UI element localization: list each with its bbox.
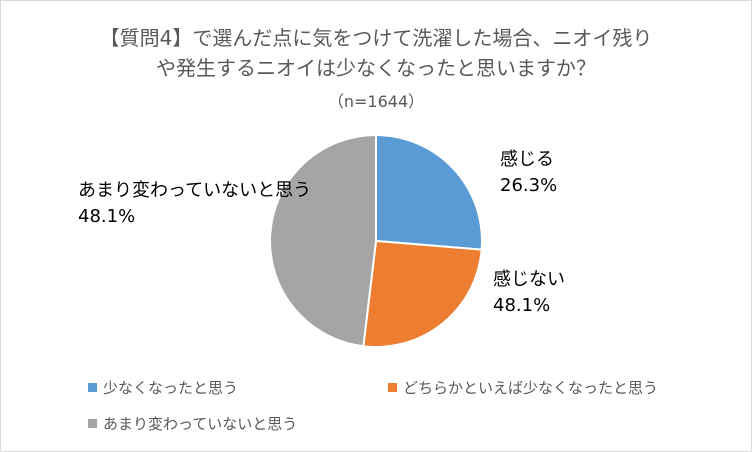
legend-label-2: どちらかといえば少なくなったと思う [403,379,659,397]
legend-item-1: 少なくなったと思う [88,377,238,398]
chart-title-line-2: や発生するニオイは少なくなったと思いますか？ [156,56,596,80]
slice-label-2-value: 48.1% [493,295,551,316]
slice-label-2-name: 感じない [493,269,565,290]
slice-label-3-value: 48.1% [78,206,136,227]
legend-item-3: あまり変わっていないと思う [88,413,297,434]
legend-label-3: あまり変わっていないと思う [103,415,298,433]
pie-slice-1 [375,133,483,251]
slice-label-3-name: あまり変わっていないと思う [78,180,312,201]
chart-title-line-1: 【質問4】で選んだ点に気をつけて洗濯した場合、ニオイ残り [99,26,653,50]
pie-slice-3 [269,133,377,348]
slice-label-2: 感じない 48.1% [493,267,565,319]
legend-item-2: どちらかといえば少なくなったと思う [388,377,658,398]
chart-subtitle: （n=1644） [327,92,425,111]
slice-label-3: あまり変わっていないと思う 48.1% [78,178,311,230]
slice-label-1-name: 感じる [500,149,554,170]
slice-label-1-value: 26.3% [500,175,558,196]
slice-label-1: 感じる 26.3% [500,147,557,199]
legend-swatch-3 [88,419,97,428]
legend-label-1: 少なくなったと思う [103,379,239,397]
legend-swatch-1 [88,383,97,392]
pie-slice-2 [362,239,483,348]
legend-swatch-2 [388,383,397,392]
